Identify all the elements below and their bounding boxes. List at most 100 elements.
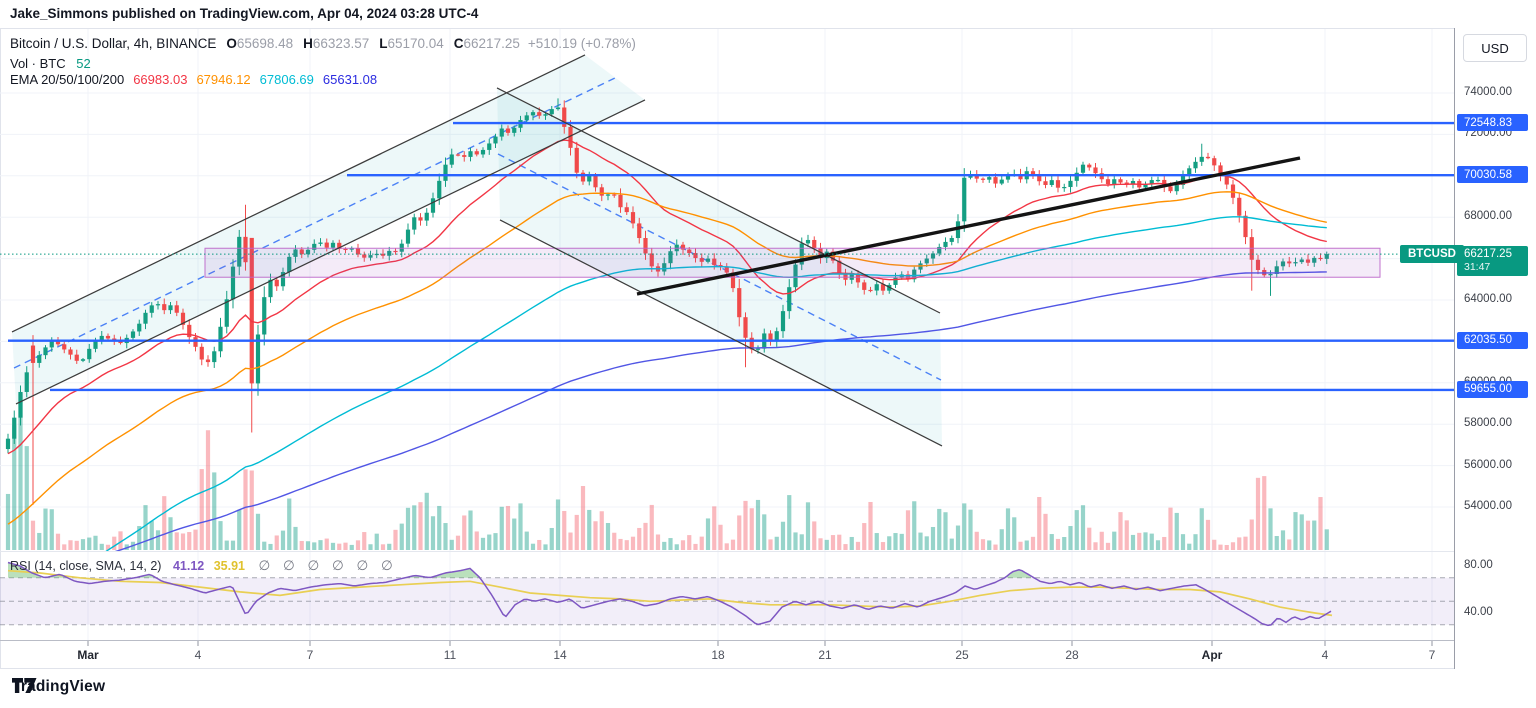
- candle: [1199, 156, 1204, 162]
- candle: [55, 339, 61, 345]
- time-axis-label[interactable]: 7: [1428, 648, 1436, 662]
- volume-bar: [293, 526, 298, 550]
- candle: [1287, 261, 1292, 264]
- candle: [568, 126, 573, 148]
- volume-bar: [949, 538, 954, 550]
- candle: [193, 337, 198, 347]
- time-axis[interactable]: Mar 4 7 11 14 18 21 25 28 Apr 4 7: [0, 641, 1454, 668]
- ohlc-key: L: [379, 36, 388, 51]
- symbol-legend[interactable]: Bitcoin / U.S. Dollar, 4h, BINANCE O65698…: [10, 36, 636, 51]
- candle: [1087, 164, 1092, 168]
- candle: [774, 331, 779, 342]
- volume-bar: [1305, 520, 1311, 550]
- time-axis-label[interactable]: Apr: [1201, 648, 1223, 662]
- candle: [218, 326, 223, 352]
- rsi-axis-label: 80.00: [1464, 559, 1493, 571]
- volume-bar: [12, 425, 17, 550]
- volume-bar: [537, 539, 542, 550]
- price-axis[interactable]: USD 74000.0072000.0068000.0064000.006000…: [1455, 28, 1532, 669]
- candle: [87, 348, 92, 360]
- candle: [430, 198, 436, 213]
- candle: [987, 177, 992, 180]
- volume-bar: [1030, 536, 1036, 550]
- chart-canvas[interactable]: [0, 0, 1454, 669]
- volume-bar: [68, 540, 73, 550]
- rsi-legend[interactable]: RSI (14, close, SMA, 14, 2) 41.12 35.91 …: [10, 558, 393, 574]
- volume-bar: [437, 505, 442, 550]
- candle: [130, 331, 136, 338]
- time-axis-label[interactable]: 18: [711, 648, 725, 662]
- candle: [1130, 180, 1136, 185]
- ema-values: 66983.03 67946.12 67806.69 65631.08: [124, 72, 377, 87]
- candle: [343, 248, 348, 251]
- volume-bar: [980, 539, 986, 550]
- candle: [337, 242, 342, 249]
- pane-separator[interactable]: [0, 640, 1454, 641]
- volume-bar: [1318, 497, 1323, 550]
- candle: [49, 339, 54, 348]
- volume-bar: [743, 500, 748, 550]
- candle: [412, 217, 417, 230]
- volume-bar: [243, 469, 248, 550]
- volume-bar: [549, 527, 554, 550]
- volume-bar: [993, 544, 998, 550]
- candle: [155, 304, 161, 306]
- tradingview-logo[interactable]: TradingView: [12, 678, 105, 696]
- volume-bar: [1012, 517, 1017, 550]
- volume-bar: [562, 510, 567, 550]
- candle: [468, 151, 473, 157]
- price-axis-label: 74000.00: [1464, 86, 1512, 98]
- candle: [405, 229, 411, 244]
- candle: [1237, 197, 1242, 216]
- current-price-badge[interactable]: 66217.25 31:47: [1457, 246, 1528, 277]
- volume-bar: [793, 532, 798, 550]
- time-axis-label[interactable]: 14: [553, 648, 567, 662]
- candle: [349, 247, 354, 250]
- time-axis-label[interactable]: 11: [443, 648, 457, 662]
- pane-separator[interactable]: [0, 551, 1454, 552]
- price-axis-label: 56000.00: [1464, 458, 1512, 471]
- byline: Jake_Simmons published on TradingView.co…: [10, 6, 479, 21]
- symbol-price-label[interactable]: BTCUSD: [1400, 245, 1464, 264]
- price-level-badge[interactable]: 62035.50: [1457, 331, 1528, 349]
- candle: [1324, 254, 1329, 259]
- time-axis-label[interactable]: 21: [818, 648, 832, 662]
- volume-legend[interactable]: Vol · BTC 52: [10, 56, 91, 71]
- price-level-badge[interactable]: 72548.83: [1457, 114, 1528, 132]
- volume-bar: [1062, 537, 1067, 550]
- currency-button[interactable]: USD: [1463, 34, 1527, 62]
- ohlc-value: 66217.25: [463, 36, 520, 51]
- volume-bar: [1262, 476, 1267, 550]
- volume-bar: [62, 544, 67, 550]
- ema-legend[interactable]: EMA 20/50/100/200 66983.03 67946.12 67806.6…: [10, 72, 377, 87]
- volume-bar: [1068, 526, 1073, 550]
- time-axis-label[interactable]: 7: [306, 648, 314, 662]
- candle: [437, 180, 442, 199]
- candle: [1174, 184, 1179, 192]
- volume-bar: [1193, 534, 1198, 550]
- time-axis-label[interactable]: Mar: [77, 648, 99, 662]
- time-axis-label[interactable]: 4: [1321, 648, 1329, 662]
- volume-bar: [455, 535, 461, 550]
- candle: [249, 237, 254, 384]
- volume-bar: [424, 492, 429, 550]
- price-level-badge[interactable]: 59655.00: [1457, 380, 1528, 398]
- ema-value: 65631.08: [322, 72, 378, 87]
- volume-bar: [112, 536, 117, 550]
- volume-bar: [718, 524, 723, 550]
- time-axis-label[interactable]: 4: [194, 648, 202, 662]
- volume-bar: [1237, 537, 1242, 550]
- volume-bar: [837, 534, 842, 550]
- time-axis-label[interactable]: 25: [955, 648, 969, 662]
- time-axis-label[interactable]: 28: [1065, 648, 1079, 662]
- candle: [855, 273, 861, 283]
- volume-bar: [312, 542, 317, 550]
- volume-bar: [1280, 530, 1286, 550]
- candle: [1193, 161, 1198, 169]
- price-level-badge[interactable]: 70030.58: [1457, 166, 1528, 184]
- volume-bar: [724, 543, 729, 550]
- volume-bar: [1112, 531, 1117, 550]
- candle: [630, 212, 636, 224]
- volume-bar: [662, 541, 667, 550]
- ema-label: EMA 20/50/100/200: [10, 72, 125, 87]
